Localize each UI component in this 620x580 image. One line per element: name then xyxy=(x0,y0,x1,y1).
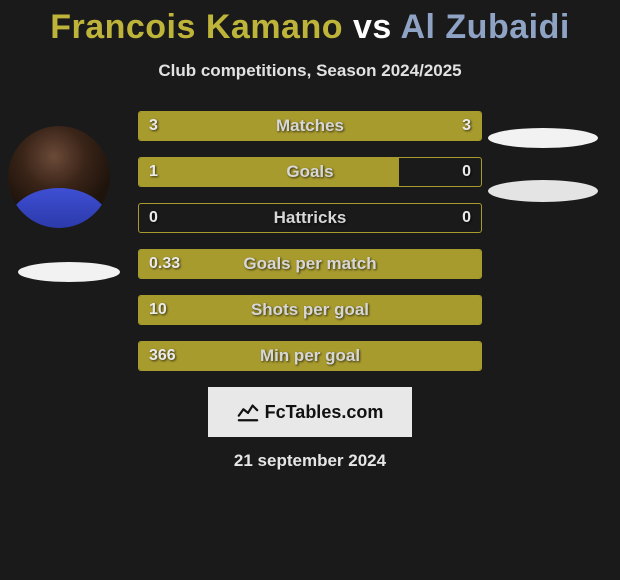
stat-row: 0.33 Goals per match xyxy=(138,249,482,279)
title-vs: vs xyxy=(343,8,400,46)
stat-value-right: 0 xyxy=(462,163,471,181)
stat-value-right: 0 xyxy=(462,209,471,227)
player1-avatar xyxy=(8,126,110,228)
date-text: 21 september 2024 xyxy=(0,451,620,471)
subtitle: Club competitions, Season 2024/2025 xyxy=(0,61,620,81)
stat-row: 3 3 Matches xyxy=(138,111,482,141)
stat-value-left: 0.33 xyxy=(149,255,180,273)
stat-row: 1 0 Goals xyxy=(138,157,482,187)
logo-text: FcTables.com xyxy=(265,402,384,423)
player1-name: Francois Kamano xyxy=(50,8,343,46)
stat-label: Goals per match xyxy=(243,254,376,274)
player2-avatar xyxy=(488,128,598,148)
comparison-card: Francois Kamano vs Al Zubaidi Club compe… xyxy=(0,0,620,471)
stat-label: Min per goal xyxy=(260,346,360,366)
player1-avatar-shadow xyxy=(18,262,120,282)
stat-row: 366 Min per goal xyxy=(138,341,482,371)
stat-value-left: 10 xyxy=(149,301,167,319)
stat-label: Shots per goal xyxy=(251,300,369,320)
stat-row: 0 0 Hattricks xyxy=(138,203,482,233)
page-title: Francois Kamano vs Al Zubaidi xyxy=(0,8,620,47)
stat-value-left: 3 xyxy=(149,117,158,135)
stat-value-right: 3 xyxy=(462,117,471,135)
stat-label: Goals xyxy=(286,162,333,182)
logo-box: FcTables.com xyxy=(208,387,412,437)
player2-name: Al Zubaidi xyxy=(400,8,569,46)
stat-value-left: 0 xyxy=(149,209,158,227)
stat-label: Matches xyxy=(276,116,344,136)
player2-avatar-shadow xyxy=(488,180,598,202)
stat-label: Hattricks xyxy=(274,208,347,228)
fctables-icon xyxy=(237,401,259,423)
stat-fill-left xyxy=(139,158,399,186)
stat-bars: 33Matches10Goals00Hattricks0.33Goals per… xyxy=(138,111,482,371)
stat-value-left: 1 xyxy=(149,163,158,181)
stat-row: 10 Shots per goal xyxy=(138,295,482,325)
stat-value-left: 366 xyxy=(149,347,176,365)
